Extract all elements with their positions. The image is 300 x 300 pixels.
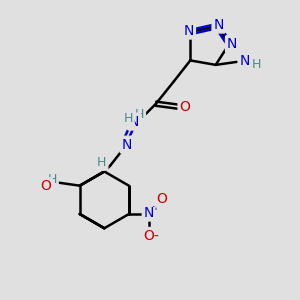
Text: H: H [124,112,133,125]
Text: H: H [48,173,57,186]
Text: N: N [214,18,224,32]
Text: H: H [251,58,261,71]
Text: O: O [179,100,191,114]
Text: H: H [97,156,106,169]
Text: O: O [40,179,51,193]
Text: O: O [156,191,167,206]
Text: N: N [144,206,154,220]
Text: -: - [153,230,158,244]
Text: N: N [227,37,237,51]
Text: N: N [240,54,250,68]
Text: O: O [143,229,154,243]
Text: N: N [122,138,132,152]
Text: N: N [184,24,194,38]
Text: N: N [129,115,140,129]
Text: +: + [151,202,159,212]
Text: H: H [135,108,144,121]
